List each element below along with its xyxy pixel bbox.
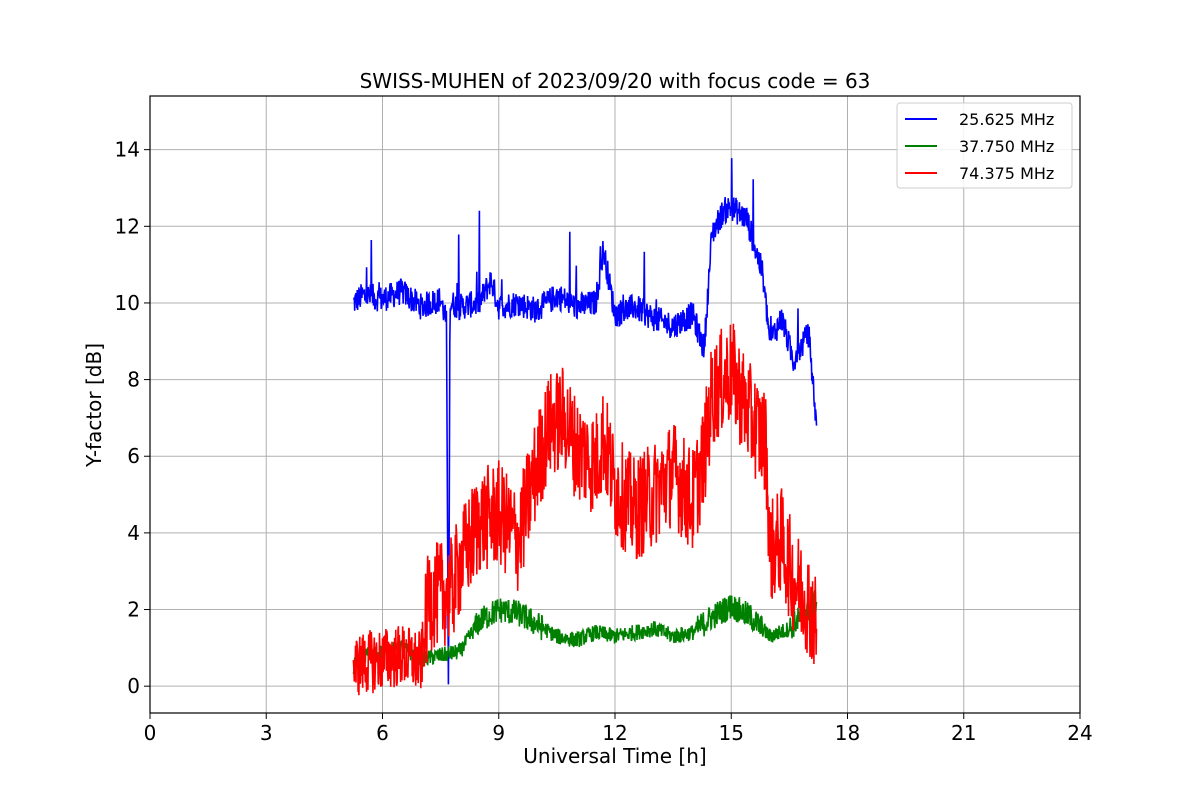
x-tick-label: 0 [144, 721, 157, 745]
y-tick-label: 0 [127, 674, 140, 698]
x-tick-label: 6 [376, 721, 389, 745]
y-tick-label: 12 [115, 214, 140, 238]
x-tick-label: 3 [260, 721, 273, 745]
x-tick-label: 15 [719, 721, 744, 745]
x-tick-label: 21 [951, 721, 976, 745]
x-tick-label: 9 [492, 721, 505, 745]
y-tick-label: 8 [127, 368, 140, 392]
chart-title: SWISS-MUHEN of 2023/09/20 with focus cod… [360, 69, 871, 93]
legend-label-1: 25.625 MHz [959, 110, 1054, 129]
y-tick-label: 6 [127, 444, 140, 468]
y-axis-label: Y-factor [dB] [82, 343, 106, 468]
series-line-3 [352, 323, 818, 696]
series-line-1 [352, 158, 818, 685]
series-line-2 [352, 590, 818, 675]
y-tick-label: 14 [115, 138, 140, 162]
legend-box [896, 102, 1073, 189]
y-tick-label: 2 [127, 598, 140, 622]
series-group [352, 158, 818, 696]
legend-label-3: 74.375 MHz [959, 164, 1054, 183]
x-axis-label: Universal Time [h] [523, 744, 706, 768]
y-tick-label: 4 [127, 521, 140, 545]
y-tick-label: 10 [115, 291, 140, 315]
x-tick-label: 12 [602, 721, 627, 745]
x-tick-label: 24 [1067, 721, 1092, 745]
x-tick-label: 18 [835, 721, 860, 745]
legend-label-2: 37.750 MHz [959, 137, 1054, 156]
